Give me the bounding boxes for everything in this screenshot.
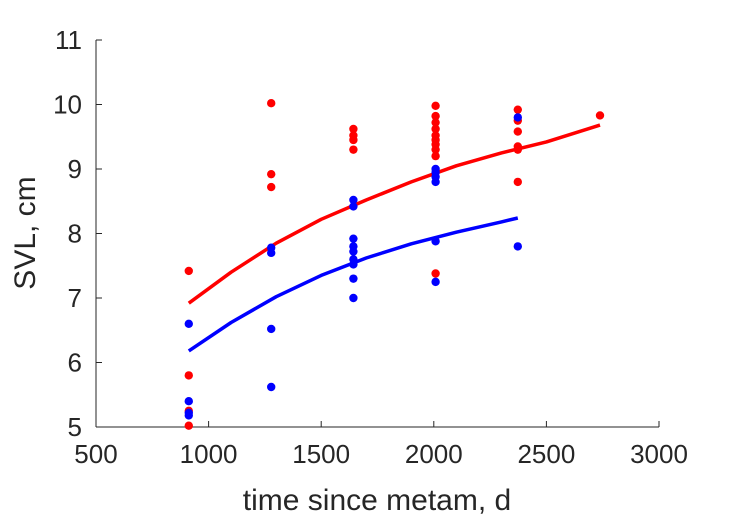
axes: 500 1000 1500 2000 2500 3000 5 6 7 8 9 10 11 [53,25,688,469]
y-tick-label: 10 [53,90,82,120]
x-tick-label: 2000 [405,439,463,469]
data-point-series-1 [184,266,193,276]
data-point-series-1 [349,124,358,134]
data-point-series-1 [431,269,440,278]
data-point-series-2 [431,277,440,287]
data-point-series-2 [184,397,193,406]
data-point-series-1 [513,127,522,136]
y-axis-label: SVL, cm [9,176,42,289]
data-point-series-2 [267,382,276,392]
data-point-series-2 [349,234,358,243]
x-tick-label: 500 [74,439,117,469]
data-point-series-2 [184,319,193,328]
x-axis-label: time since metam, d [243,484,511,517]
data-point-series-2 [349,293,358,303]
data-point-series-1 [184,421,193,430]
y-tick-label: 8 [68,219,82,249]
fit-curve-1 [187,123,601,305]
data-point-series-1 [513,145,522,154]
data-point-series-2 [267,248,276,258]
data-point-series-2 [513,113,522,122]
data-point-series-1 [595,111,605,120]
y-tick-label: 11 [55,25,82,55]
data-point-series-1 [267,182,276,192]
data-point-series-1 [349,135,358,145]
fit-curves [187,123,601,353]
data-point-series-1 [267,169,276,179]
data-point-series-2 [349,195,358,205]
fit-curve-2 [187,216,519,353]
data-point-series-2 [184,411,193,420]
y-tick-label: 9 [68,154,82,184]
data-point-series-1 [431,111,440,121]
data-points [184,99,605,430]
data-point-series-2 [349,274,358,283]
y-tick-label: 7 [68,283,82,313]
data-point-series-2 [431,177,440,187]
x-tick-label: 1000 [180,439,238,469]
x-tick-label: 2500 [517,439,575,469]
data-point-series-1 [349,145,358,154]
data-point-series-1 [431,151,440,161]
data-point-series-2 [513,242,522,251]
data-point-series-1 [431,118,440,127]
data-point-series-1 [267,99,276,108]
data-point-series-1 [431,145,440,154]
data-point-series-1 [513,177,522,187]
data-point-series-1 [513,105,522,114]
data-point-series-1 [431,101,440,110]
data-point-series-1 [184,371,193,380]
y-tick-label: 5 [68,412,82,442]
data-point-series-2 [267,324,276,334]
data-point-series-2 [349,260,358,269]
data-point-series-2 [349,202,358,211]
data-point-series-1 [431,124,440,134]
y-tick-label: 6 [68,348,82,378]
data-point-series-2 [431,237,440,246]
x-tick-label: 3000 [630,439,688,469]
data-point-series-2 [349,247,358,256]
x-tick-label: 1500 [292,439,350,469]
